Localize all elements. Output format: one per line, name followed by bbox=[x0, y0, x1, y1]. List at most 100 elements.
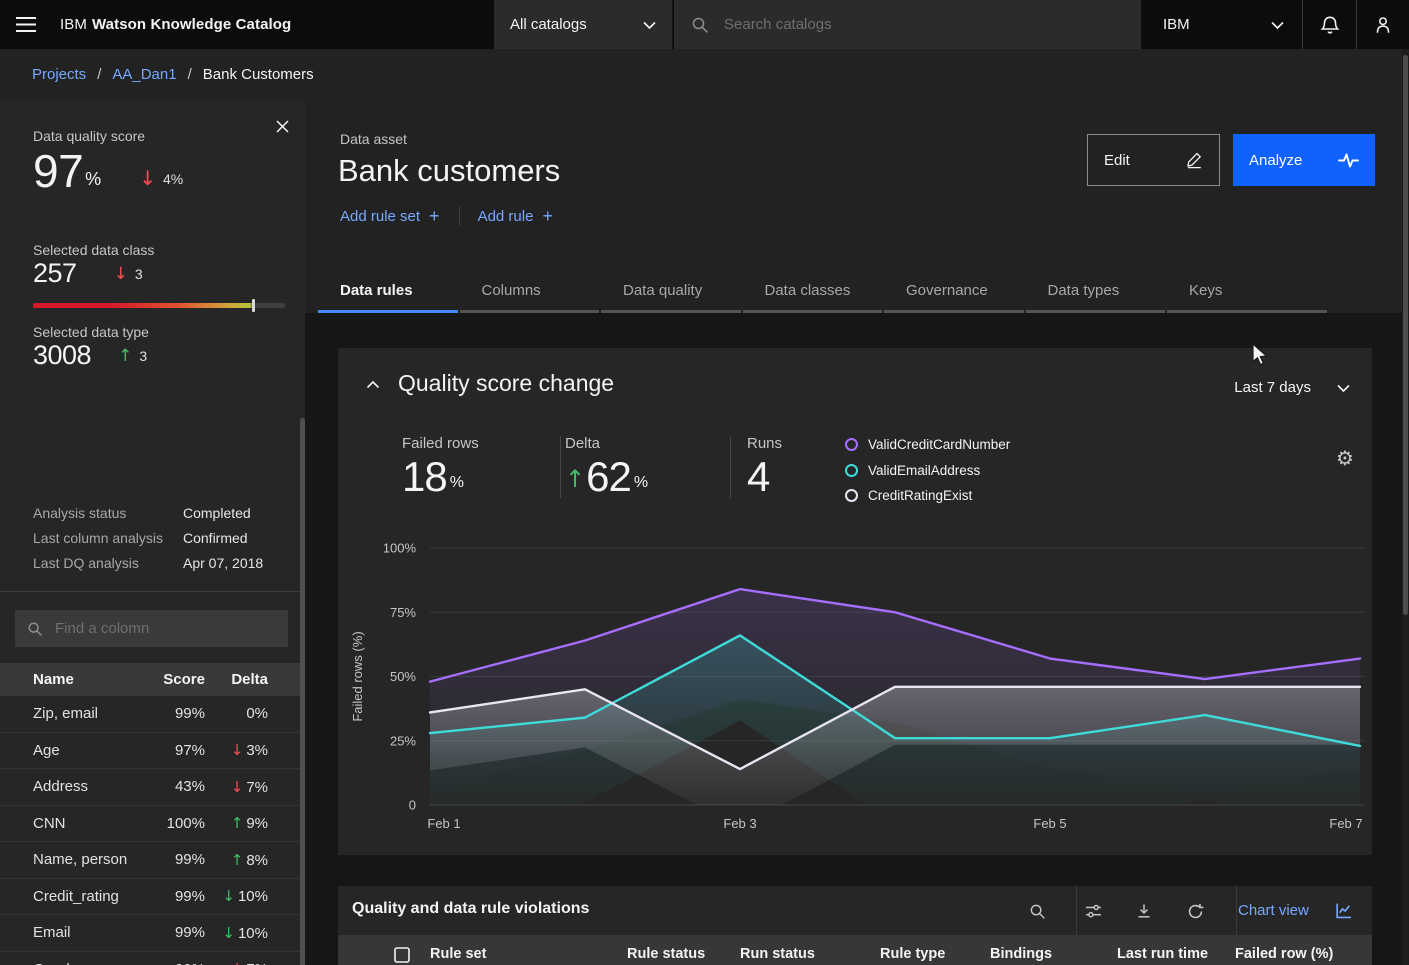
column-header-score: Score bbox=[163, 671, 205, 688]
table-row[interactable]: Address 43% ↓ 7% bbox=[0, 769, 305, 806]
tab-label: Governance bbox=[906, 281, 988, 299]
column-delta-cell: ↓ 10% bbox=[205, 887, 268, 905]
find-column-search bbox=[15, 610, 288, 647]
rule-links: Add rule set + Add rule + bbox=[340, 206, 553, 226]
kpi-delta: Delta ↑ 62 % bbox=[565, 435, 648, 499]
tab-data-classes[interactable]: Data classes bbox=[742, 270, 882, 313]
refresh-button[interactable] bbox=[1180, 896, 1210, 926]
breadcrumb-item-aa-dan1[interactable]: AA_Dan1 bbox=[112, 66, 177, 83]
chart-view-label: Chart view bbox=[1238, 902, 1309, 919]
profile-button[interactable] bbox=[1356, 0, 1409, 49]
y-axis-tick-label: 100% bbox=[383, 541, 417, 556]
breadcrumb-separator: / bbox=[187, 66, 192, 83]
edit-button[interactable]: Edit bbox=[1087, 134, 1220, 186]
collapse-panel-button[interactable] bbox=[364, 378, 382, 391]
breadcrumb: Projects / AA_Dan1 / Bank Customers bbox=[32, 49, 314, 100]
columns-table-body: Zip, email 99% 0% Age 97% ↓ 3% Address 43% ↓ 7% CNN… bbox=[0, 696, 305, 965]
table-row[interactable]: Credit_rating 99% ↓ 10% bbox=[0, 879, 305, 915]
divider bbox=[1236, 886, 1237, 935]
hamburger-icon bbox=[16, 17, 36, 32]
violations-column-header-rule-status: Rule status bbox=[627, 946, 706, 962]
hamburger-menu-button[interactable] bbox=[13, 12, 41, 37]
column-delta-value: 3% bbox=[246, 742, 268, 760]
settings-adjust-icon bbox=[1085, 904, 1101, 917]
table-row[interactable]: Age 97% ↓ 3% bbox=[0, 733, 305, 769]
y-axis-title: Failed rows (%) bbox=[350, 631, 365, 721]
select-all-checkbox[interactable] bbox=[394, 947, 410, 963]
download-icon bbox=[1138, 904, 1150, 918]
kpi-unit: % bbox=[449, 474, 464, 491]
table-row[interactable]: Gender90%↓7% bbox=[0, 952, 305, 965]
panel-title: Quality score change bbox=[398, 370, 615, 396]
columns-table-header: Name Score Delta bbox=[0, 663, 305, 696]
analyze-button-label: Analyze bbox=[1249, 151, 1303, 169]
kpi-label: Failed rows bbox=[402, 435, 479, 452]
account-dropdown[interactable]: IBM bbox=[1141, 0, 1302, 49]
violations-column-header-rule-set: Rule set bbox=[430, 946, 487, 962]
arrow-down-icon: ↓ bbox=[139, 166, 156, 190]
data-class-label: Selected data class bbox=[33, 242, 155, 258]
data-quality-sidebar: Data quality score 97 % ↓ 4% Selected da… bbox=[0, 100, 305, 965]
violations-column-header-last-run-time: Last run time bbox=[1117, 946, 1209, 962]
data-type-label: Selected data type bbox=[33, 324, 149, 340]
legend-item[interactable]: ValidEmailAddress bbox=[845, 458, 1010, 484]
table-row[interactable]: Name, person 99% ↑ 8% bbox=[0, 842, 305, 879]
tab-columns[interactable]: Columns bbox=[459, 270, 599, 313]
legend-item[interactable]: CreditRatingExist bbox=[845, 483, 1010, 509]
quality-score-change-panel: Quality score change Last 7 days Failed … bbox=[338, 348, 1372, 855]
table-row[interactable]: Email 99% ↓ 10% bbox=[0, 915, 305, 952]
tab-label: Data rules bbox=[340, 281, 413, 299]
close-sidebar-button[interactable] bbox=[273, 117, 292, 136]
divider bbox=[560, 436, 561, 498]
page-scrollbar[interactable] bbox=[1402, 49, 1409, 965]
tab-data-quality[interactable]: Data quality bbox=[601, 270, 741, 313]
sidebar-scrollbar[interactable] bbox=[300, 418, 305, 965]
bell-icon bbox=[1319, 16, 1340, 34]
find-column-input[interactable] bbox=[53, 619, 267, 638]
catalog-selector-dropdown[interactable]: All catalogs bbox=[494, 0, 673, 49]
analysis-status-list: Analysis status Completed Last column anal… bbox=[33, 500, 273, 575]
search-icon bbox=[692, 17, 708, 33]
kpi-value: 62 bbox=[586, 453, 632, 500]
arrow-down-icon: ↓ bbox=[113, 263, 128, 284]
add-rule-set-label: Add rule set bbox=[340, 207, 421, 225]
tab-governance[interactable]: Governance bbox=[884, 270, 1024, 313]
tab-data-types[interactable]: Data types bbox=[1025, 270, 1165, 313]
chevron-down-icon bbox=[1337, 384, 1350, 392]
table-search-button[interactable] bbox=[1022, 896, 1052, 926]
time-range-dropdown[interactable]: Last 7 days bbox=[1234, 379, 1350, 396]
notifications-button[interactable] bbox=[1302, 0, 1356, 49]
status-value: Confirmed bbox=[183, 529, 248, 546]
tab-keys[interactable]: Keys bbox=[1167, 270, 1327, 313]
gear-icon: ⚙ bbox=[1336, 446, 1354, 470]
tab-data-rules[interactable]: Data rules bbox=[318, 270, 458, 313]
divider bbox=[1076, 886, 1077, 935]
chart-view-toggle[interactable]: Chart view bbox=[1238, 886, 1352, 935]
chart-legend: ValidCreditCardNumber ValidEmailAddress Cr… bbox=[845, 432, 1010, 509]
column-name-cell: Name, person bbox=[33, 851, 128, 869]
column-score-cell: 99% bbox=[174, 851, 205, 869]
download-button[interactable] bbox=[1129, 896, 1159, 926]
legend-label: ValidEmailAddress bbox=[868, 462, 981, 478]
table-row[interactable]: CNN 100% ↑ 9% bbox=[0, 806, 305, 842]
filter-settings-button[interactable] bbox=[1078, 896, 1108, 926]
add-rule-set-link[interactable]: Add rule set + bbox=[340, 207, 440, 225]
violations-title: Quality and data rule violations bbox=[352, 900, 590, 917]
asset-tabs: Data rules Columns Data quality Data classe… bbox=[318, 270, 1329, 313]
brand-name: Watson Knowledge Catalog bbox=[91, 16, 292, 33]
scrollbar-thumb[interactable] bbox=[1403, 55, 1408, 615]
column-name-cell: Address bbox=[33, 778, 89, 796]
column-score-cell: 99% bbox=[174, 705, 205, 723]
analyze-button[interactable]: Analyze bbox=[1233, 134, 1375, 186]
table-row[interactable]: Zip, email 99% 0% bbox=[0, 696, 305, 733]
panel-settings-button[interactable]: ⚙ bbox=[1330, 445, 1360, 471]
violations-column-header-failed-row-: Failed row (%) bbox=[1235, 946, 1334, 962]
line-chart-icon bbox=[1336, 903, 1351, 919]
top-header-bar: IBM Watson Knowledge Catalog All catalog… bbox=[0, 0, 1409, 49]
column-delta-cell: ↓ 3% bbox=[205, 741, 268, 759]
add-rule-link[interactable]: Add rule + bbox=[478, 207, 553, 225]
legend-item[interactable]: ValidCreditCardNumber bbox=[845, 432, 1010, 458]
violations-column-header-run-status: Run status bbox=[740, 946, 815, 962]
catalog-search-input[interactable] bbox=[722, 15, 1106, 34]
breadcrumb-item-projects[interactable]: Projects bbox=[32, 66, 87, 83]
